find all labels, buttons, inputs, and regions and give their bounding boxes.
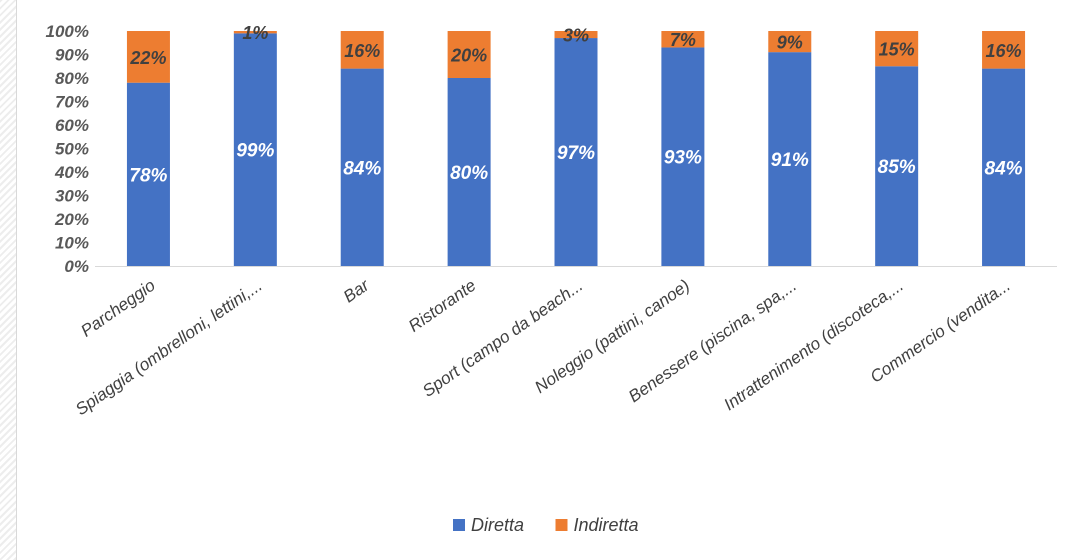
bar-diretta-0 xyxy=(126,82,170,266)
legend-swatch-diretta xyxy=(453,519,465,531)
bar-indiretta-7 xyxy=(875,31,919,67)
data-label-indiretta: 9% xyxy=(777,33,803,53)
data-label-indiretta: 15% xyxy=(879,40,915,60)
x-category-label: Intrattenimento (discoteca,... xyxy=(720,276,907,415)
x-category-label: Parcheggio xyxy=(77,276,158,341)
data-label-diretta: 84% xyxy=(985,158,1023,179)
data-label-diretta: 93% xyxy=(664,148,702,169)
chart-area: 0% 10% 20% 30% 40% 50% 60% 70% 80% 90% 100% 78% 22%… xyxy=(16,0,1074,560)
bar-indiretta-3 xyxy=(447,31,491,78)
bar-indiretta-4 xyxy=(554,31,598,39)
y-tick-label: 50% xyxy=(55,140,89,159)
data-label-diretta: 78% xyxy=(129,165,167,186)
bar-diretta-3 xyxy=(447,78,491,266)
y-tick-label: 0% xyxy=(64,257,89,276)
bar-indiretta-1 xyxy=(233,31,277,34)
data-label-diretta: 91% xyxy=(771,150,809,171)
y-tick-label: 60% xyxy=(55,116,89,135)
data-label-diretta: 80% xyxy=(450,163,488,184)
bar-indiretta-5 xyxy=(661,31,705,48)
bar-diretta-5 xyxy=(661,47,705,267)
data-label-diretta: 84% xyxy=(343,158,381,179)
y-tick-label: 40% xyxy=(54,163,89,182)
bar-diretta-8 xyxy=(982,68,1026,266)
y-tick-label: 100% xyxy=(46,22,89,41)
legend-swatch-indiretta xyxy=(555,519,568,531)
bar-diretta-2 xyxy=(340,68,384,266)
data-label-indiretta: 3% xyxy=(563,26,589,46)
x-category-label: Benessere (piscina, spa,... xyxy=(625,276,800,406)
data-label-diretta: 97% xyxy=(557,143,595,164)
bar-indiretta-8 xyxy=(982,31,1026,69)
x-category-label: Bar xyxy=(340,275,374,307)
data-label-indiretta: 16% xyxy=(344,41,380,61)
y-tick-label: 30% xyxy=(55,187,89,206)
x-category-label: Spiaggia (ombrelloni, lettini,... xyxy=(72,276,266,419)
legend-label-indiretta: Indiretta xyxy=(574,515,639,535)
legend: Diretta Indiretta xyxy=(453,515,639,535)
y-tick-label: 70% xyxy=(55,93,89,112)
data-label-indiretta: 20% xyxy=(450,46,487,66)
bar-diretta-4 xyxy=(554,38,598,266)
data-label-indiretta: 1% xyxy=(242,23,268,43)
y-tick-label: 20% xyxy=(54,210,89,229)
stacked-bar-chart: 0% 10% 20% 30% 40% 50% 60% 70% 80% 90% 100% 78% 22%… xyxy=(46,22,1057,535)
y-tick-label: 10% xyxy=(55,234,89,253)
bar-diretta-6 xyxy=(768,52,812,267)
y-tick-label: 90% xyxy=(55,46,89,65)
y-tick-label: 80% xyxy=(55,69,89,88)
data-label-diretta: 85% xyxy=(878,157,916,178)
bar-indiretta-0 xyxy=(126,31,170,83)
bar-indiretta-2 xyxy=(340,31,384,69)
x-category-label: Ristorante xyxy=(405,276,479,336)
data-label-indiretta: 22% xyxy=(129,48,166,68)
data-label-indiretta: 7% xyxy=(670,30,696,50)
y-axis: 0% 10% 20% 30% 40% 50% 60% 70% 80% 90% 100% xyxy=(46,22,89,276)
legend-label-diretta: Diretta xyxy=(471,515,524,535)
left-hatch-border xyxy=(0,0,16,560)
bar-indiretta-6 xyxy=(768,31,812,53)
bars: 78% 22% 99% 1% 84% 16% 80% 20% 97% 3% 93% 7% 91% 9% 85… xyxy=(126,23,1026,267)
data-label-indiretta: 16% xyxy=(986,41,1022,61)
bar-diretta-1 xyxy=(233,33,277,266)
bar-diretta-7 xyxy=(875,66,919,266)
data-label-diretta: 99% xyxy=(236,141,274,162)
